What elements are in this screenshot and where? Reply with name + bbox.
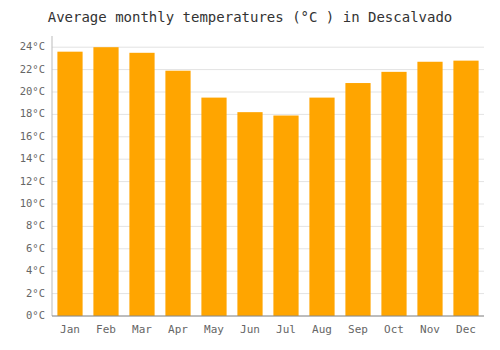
- y-tick-label: 18°C: [20, 107, 45, 119]
- y-tick-label: 12°C: [20, 175, 45, 187]
- y-tick-label: 22°C: [20, 63, 45, 75]
- x-tick-label: Jun: [240, 323, 260, 336]
- title: Average monthly temperatures (°C ) in De…: [48, 9, 453, 25]
- y-tick-label: 24°C: [20, 40, 45, 52]
- grid: [52, 47, 484, 316]
- y-tick-label: 16°C: [20, 130, 45, 142]
- x-tick-label: Aug: [312, 323, 332, 336]
- y-tick-label: 4°C: [26, 264, 45, 276]
- bar: [453, 61, 478, 316]
- bar: [417, 62, 442, 316]
- x-tick-label: Dec: [456, 323, 476, 336]
- bar: [93, 47, 118, 316]
- x-tick-label: May: [204, 323, 224, 336]
- y-tick-label: 20°C: [20, 85, 45, 97]
- x-axis-line: [52, 316, 484, 317]
- y-axis-line: [52, 36, 53, 316]
- y-tick-label: 6°C: [26, 242, 45, 254]
- x-axis: Jan Feb Mar Apr May Jun Jul Aug Sep Oct Nov Dec: [60, 323, 476, 336]
- bar: [57, 52, 82, 316]
- chart: 0°C 2°C 4°C 6°C 8°C 10°C 12°C 14°C 16°C 18°C 20°C 2…: [0, 0, 500, 350]
- x-tick-label: Jul: [276, 323, 296, 336]
- bar: [237, 112, 262, 316]
- bar: [381, 72, 406, 316]
- bar: [129, 53, 154, 316]
- x-tick-label: Sep: [348, 323, 368, 336]
- x-tick-label: Oct: [384, 323, 404, 336]
- x-tick-label: Apr: [168, 323, 188, 336]
- x-tick-label: Nov: [420, 323, 440, 336]
- y-tick-label: 8°C: [26, 219, 45, 231]
- bar: [309, 98, 334, 316]
- bars: [57, 47, 478, 316]
- x-tick-label: Feb: [96, 323, 116, 336]
- bar: [201, 98, 226, 316]
- y-tick-label: 2°C: [26, 287, 45, 299]
- y-tick-label: 10°C: [20, 197, 45, 209]
- bar: [345, 83, 370, 316]
- chart-container: 0°C 2°C 4°C 6°C 8°C 10°C 12°C 14°C 16°C 18°C 20°C 2…: [0, 0, 500, 350]
- bar: [273, 116, 298, 316]
- x-tick-label: Mar: [132, 323, 152, 336]
- bar: [165, 71, 190, 316]
- y-tick-label: 14°C: [20, 152, 45, 164]
- y-axis: 0°C 2°C 4°C 6°C 8°C 10°C 12°C 14°C 16°C 18°C 20°C 2…: [20, 40, 45, 321]
- grid-line: [52, 316, 484, 317]
- x-tick-label: Jan: [60, 323, 80, 336]
- y-tick-label: 0°C: [26, 309, 45, 321]
